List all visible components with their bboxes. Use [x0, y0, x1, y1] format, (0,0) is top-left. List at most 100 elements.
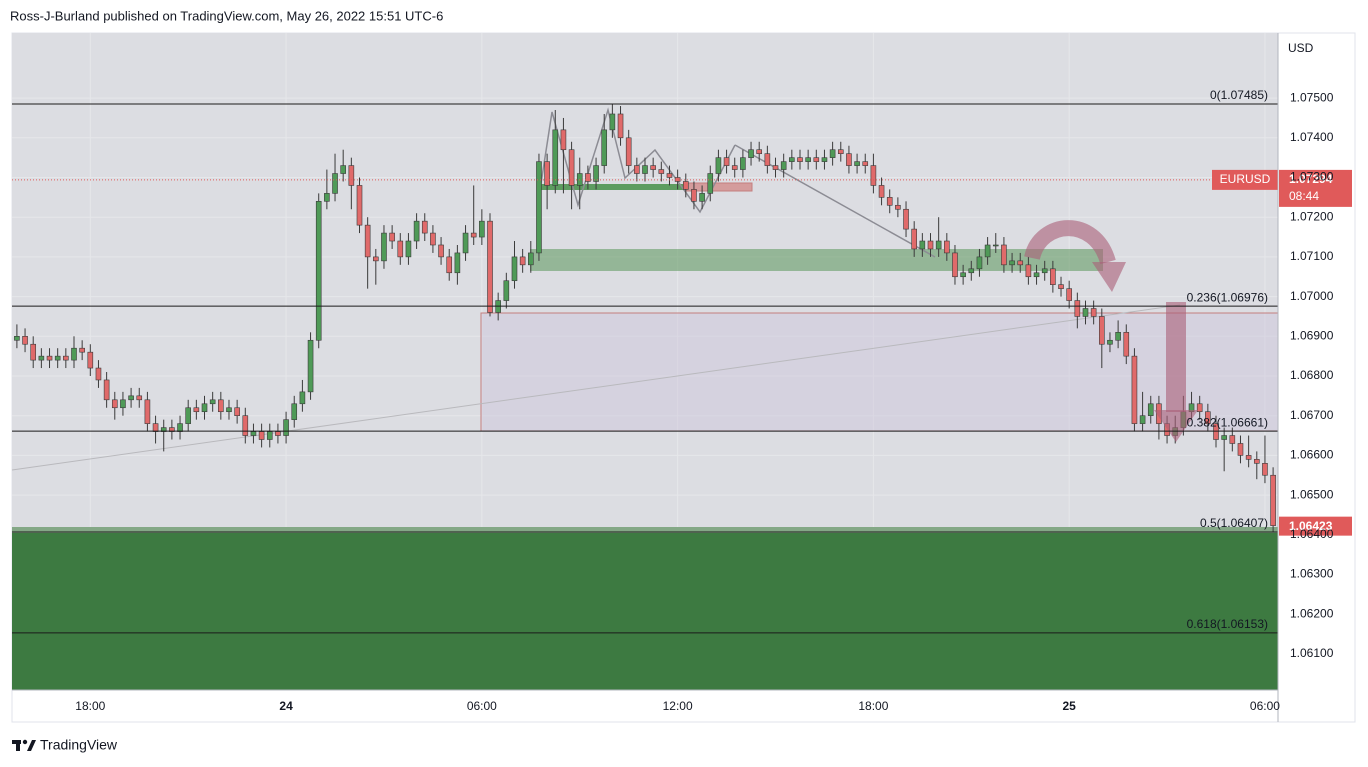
y-tick-label: 1.06300 [1290, 567, 1334, 581]
candle-body [14, 335, 20, 341]
candle-body [63, 355, 69, 361]
candle-body [120, 399, 126, 409]
candle-body [1245, 455, 1252, 460]
candle-body [1074, 300, 1081, 317]
y-tick-label: 1.07100 [1290, 249, 1334, 263]
y-tick-label: 1.06800 [1290, 368, 1334, 382]
candle-body [511, 256, 518, 282]
candle-body [666, 173, 673, 178]
x-tick-label: 12:00 [663, 699, 693, 713]
y-tick-label: 1.07400 [1290, 130, 1334, 144]
pattern-line [539, 107, 736, 214]
brand-logo [12, 739, 36, 751]
candle-body [487, 220, 493, 313]
candle-body [1123, 332, 1130, 357]
candle-body [682, 181, 689, 190]
candle-body [1237, 443, 1244, 456]
candle-body [1229, 435, 1236, 444]
x-tick-label: 06:00 [467, 699, 497, 713]
y-tick-label: 1.06200 [1290, 606, 1334, 620]
arrow-head [1092, 262, 1126, 292]
candle-body [46, 355, 53, 361]
candle-body [1131, 355, 1138, 424]
candle-body [560, 129, 567, 151]
candle-body [283, 419, 289, 436]
candle-body [209, 399, 216, 405]
zone-edge [12, 527, 1278, 533]
candle-body [805, 157, 811, 162]
y-tick-label: 1.07500 [1290, 90, 1334, 104]
candle-body [829, 149, 836, 158]
x-tick-label: 24 [279, 699, 293, 713]
candle-body [568, 149, 575, 186]
x-tick-label: 25 [1062, 699, 1076, 713]
candle-body [1270, 474, 1276, 526]
symbol-badge [1212, 169, 1278, 190]
candle-body [381, 232, 387, 262]
candle-body [1099, 316, 1105, 345]
y-tick-label: 1.06100 [1290, 646, 1334, 660]
countdown-label: 08:44 [1289, 189, 1319, 203]
candle-body [1082, 308, 1089, 317]
last-price-badge [1279, 516, 1352, 536]
candle-body [1107, 339, 1113, 345]
fib-label: 0.236(1.06976) [1187, 290, 1268, 304]
candle-body [658, 169, 665, 174]
candle-body [291, 403, 298, 420]
candle-body [446, 256, 453, 274]
candle-body [903, 208, 909, 230]
candle-body [413, 220, 420, 242]
candle-body [984, 244, 991, 258]
candle-body [1196, 403, 1203, 413]
candle-body [707, 173, 714, 194]
candle-body [397, 240, 404, 258]
y-tick-label: 1.06400 [1290, 527, 1334, 541]
fib-label: 0.5(1.06407) [1200, 516, 1268, 530]
candle-body [617, 113, 624, 139]
candle-body [364, 224, 371, 258]
candle-body [421, 220, 428, 234]
candle-body [136, 395, 143, 401]
candle-body [144, 399, 151, 424]
candle-body [111, 399, 118, 409]
candle-body [87, 351, 94, 369]
candle-body [895, 204, 901, 210]
resistance-zone [530, 249, 1103, 271]
candle-body [911, 228, 917, 250]
candle-body [430, 232, 436, 246]
candle-body [1025, 264, 1032, 278]
x-tick-label: 18:00 [75, 699, 105, 713]
candle-body [519, 256, 526, 266]
candle-body [601, 129, 608, 166]
candle-body [715, 157, 722, 174]
candle-body [764, 153, 771, 166]
candle-body [95, 367, 102, 381]
price-label: 1.07294 [1289, 172, 1333, 186]
candle-body [585, 173, 591, 182]
candle-body [315, 201, 322, 341]
candle-body [1033, 272, 1040, 278]
trend-line [11, 304, 1181, 471]
y-tick-label: 1.06700 [1290, 408, 1334, 422]
candle-body [1262, 463, 1268, 476]
candle-body [1139, 415, 1146, 424]
x-tick-label: 18:00 [858, 699, 888, 713]
attribution: Ross-J-Burland published on TradingView.… [10, 8, 443, 23]
candle-body [976, 256, 983, 270]
y-tick-label: 1.07300 [1290, 170, 1334, 184]
candle-body [1050, 268, 1056, 285]
x-tick-label: 06:00 [1250, 699, 1280, 713]
logo-part [22, 739, 28, 745]
candle-body [438, 244, 444, 258]
fib-label: 0.618(1.06153) [1187, 617, 1268, 631]
currency-label: USD [1288, 41, 1314, 55]
candle-body [79, 347, 85, 353]
candle-body [756, 149, 763, 154]
candle-body [919, 240, 926, 250]
last-price-label: 1.06423 [1289, 519, 1333, 533]
candle-body [1058, 284, 1064, 289]
candle-body [193, 407, 200, 413]
candle-body [748, 149, 754, 158]
candle-body [527, 252, 534, 266]
logo-part [27, 740, 36, 751]
